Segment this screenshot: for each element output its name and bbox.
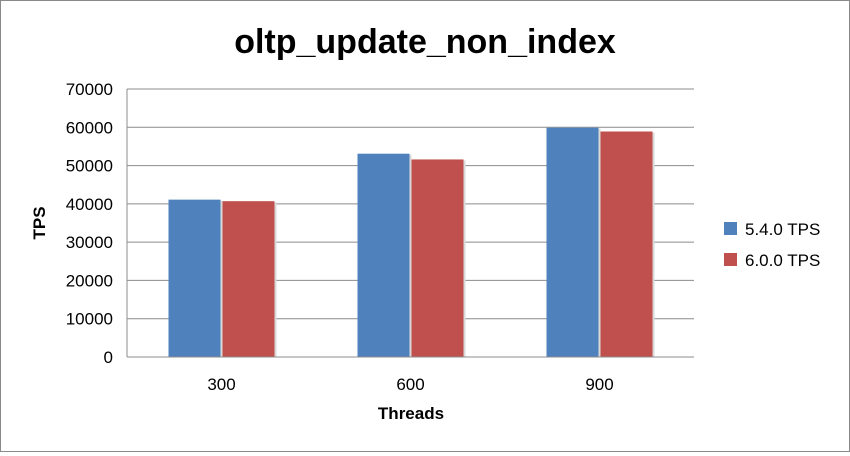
x-tick-label: 900 [585,375,613,394]
x-axis-title: Threads [378,404,444,423]
x-axis-ticks: 300 600 900 [207,375,613,394]
legend-label: 6.0.0 TPS [745,251,820,270]
y-tick-label: 10000 [66,310,113,329]
legend: 5.4.0 TPS 6.0.0 TPS [724,220,820,270]
y-tick-label: 70000 [66,80,113,99]
x-tick-label: 600 [396,375,424,394]
legend-swatch [724,222,737,235]
y-tick-label: 20000 [66,271,113,290]
y-tick-label: 60000 [66,118,113,137]
bar [546,127,599,357]
y-axis-ticks: 0 10000 20000 30000 40000 50000 60000 70000 [66,80,113,367]
bars [168,127,655,357]
bar [411,159,464,357]
bar [600,131,653,357]
y-tick-label: 50000 [66,157,113,176]
legend-swatch [724,253,737,266]
y-tick-label: 40000 [66,195,113,214]
bar [357,153,410,357]
bar [168,199,221,357]
x-tick-label: 300 [207,375,235,394]
y-tick-label: 30000 [66,233,113,252]
legend-label: 5.4.0 TPS [745,220,820,239]
bar [222,201,275,357]
y-tick-label: 0 [104,348,113,367]
y-axis-title: TPS [30,206,49,239]
chart-title: oltp_update_non_index [234,23,616,61]
